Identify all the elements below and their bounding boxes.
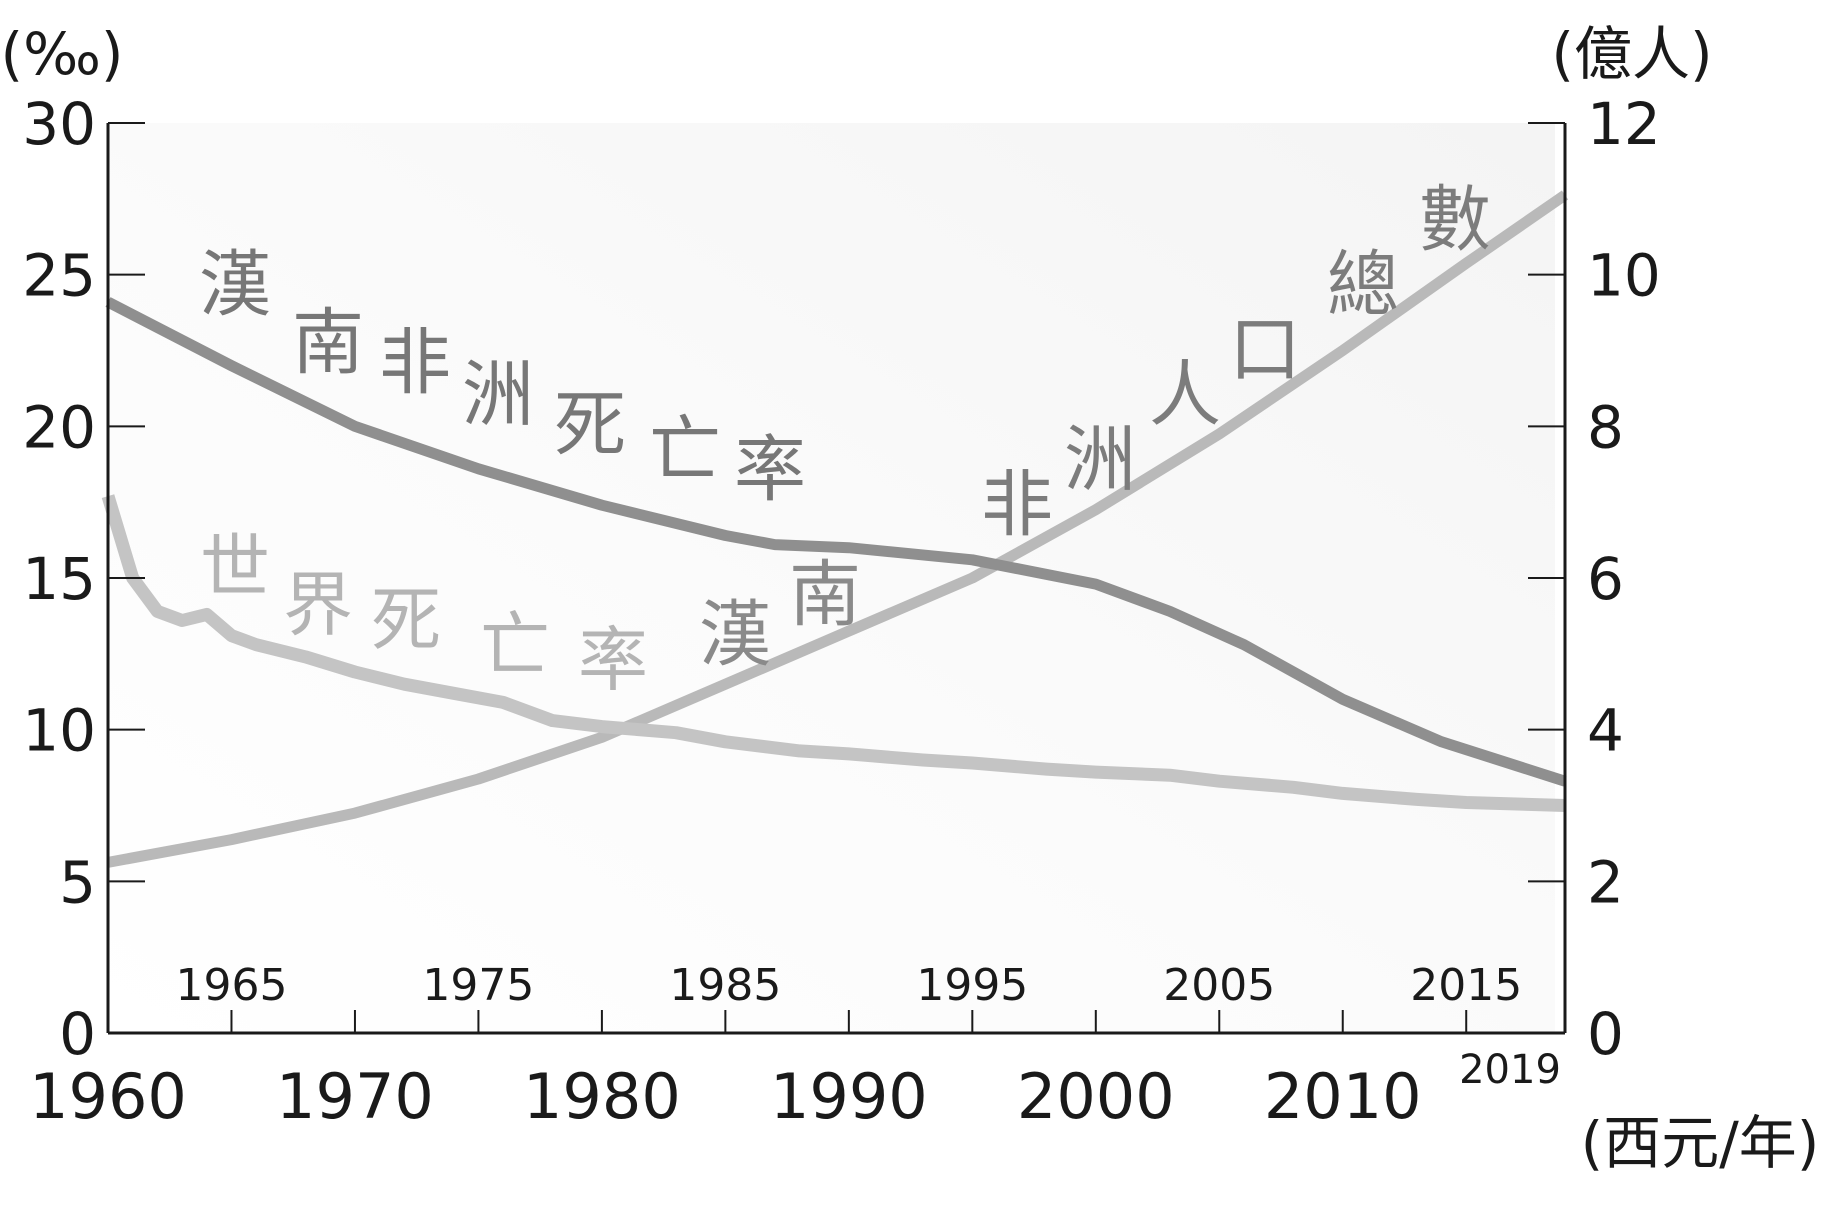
x-axis-major-label: 1980 (523, 1060, 681, 1133)
x-axis-minor-label: 1995 (916, 960, 1028, 1011)
annotation-char: 洲 (462, 353, 534, 437)
annotation-char: 世 (200, 526, 270, 608)
annotation-layer: 漢南非洲死亡率世界死亡率漢南非洲人口總數 (199, 178, 1491, 702)
right-axis-tick-label: 0 (1587, 1000, 1624, 1068)
x-axis-minor-label: 2015 (1410, 960, 1522, 1011)
annotation-char: 漢 (199, 243, 271, 327)
annotation-char: 界 (283, 564, 353, 646)
annotation-char: 死 (554, 383, 626, 467)
left-axis-tick-label: 10 (22, 697, 96, 765)
right-axis-tick-label: 2 (1587, 848, 1624, 916)
plot-background (108, 123, 1555, 1032)
annotation-char: 亡 (649, 408, 721, 492)
right-axis-tick-label: 6 (1587, 545, 1624, 613)
x-axis-minor-label: 1975 (422, 960, 534, 1011)
annotation-char: 亡 (480, 604, 550, 686)
axes-layer: 0 5 10 15 20 25 30 0 2 4 6 8 10 12 1960 1970 1980 1990 200… (22, 90, 1661, 1133)
right-axis-unit: (億人) (1551, 20, 1712, 88)
line-world-death-rate (101, 494, 1566, 812)
x-axis-major-label: 1990 (770, 1060, 928, 1133)
annotation-char: 總 (1327, 243, 1399, 327)
annotation-char: 漢 (699, 593, 771, 677)
line-subsaharan-population (107, 190, 1569, 868)
right-axis-tick-label: 4 (1587, 697, 1624, 765)
x-axis-minor-label: 1965 (175, 960, 287, 1011)
annotation-char: 非 (981, 463, 1053, 547)
left-axis-unit: (‰) (0, 20, 123, 88)
annotation-char: 率 (578, 619, 648, 701)
line-subsaharan-death-rate (105, 297, 1567, 787)
annotation-char: 數 (1419, 178, 1491, 262)
annotation-char: 人 (1149, 353, 1221, 437)
x-axis-major-label: 1970 (276, 1060, 434, 1133)
annotation-char: 洲 (1064, 418, 1136, 502)
x-axis-minor-label: 1985 (669, 960, 781, 1011)
left-axis-tick-label: 15 (22, 545, 96, 613)
left-axis-tick-label: 5 (59, 848, 96, 916)
x-axis-major-label: 2000 (1017, 1060, 1175, 1133)
annotation-char: 率 (734, 428, 806, 512)
left-axis-tick-label: 30 (22, 90, 96, 158)
annotation-char: 南 (789, 553, 861, 637)
series-layer (101, 190, 1569, 868)
annotation-char: 非 (379, 321, 451, 405)
left-axis-tick-label: 20 (22, 393, 96, 461)
x-axis-unit: (西元/年) (1581, 1109, 1820, 1177)
annotation-char: 口 (1229, 308, 1301, 392)
annotation-char: 南 (292, 301, 364, 385)
left-axis-tick-label: 25 (22, 242, 96, 310)
x-axis-major-label: 2010 (1264, 1060, 1422, 1133)
annotation-char: 死 (371, 579, 441, 661)
left-axis-tick-label: 0 (59, 1000, 96, 1068)
x-axis-minor-label: 2005 (1163, 960, 1275, 1011)
x-axis-end-label: 2019 (1459, 1047, 1561, 1093)
right-axis-tick-label: 10 (1587, 242, 1661, 310)
right-axis-tick-label: 8 (1587, 393, 1624, 461)
right-axis-tick-label: 12 (1587, 90, 1661, 158)
x-axis-major-label: 1960 (29, 1060, 187, 1133)
